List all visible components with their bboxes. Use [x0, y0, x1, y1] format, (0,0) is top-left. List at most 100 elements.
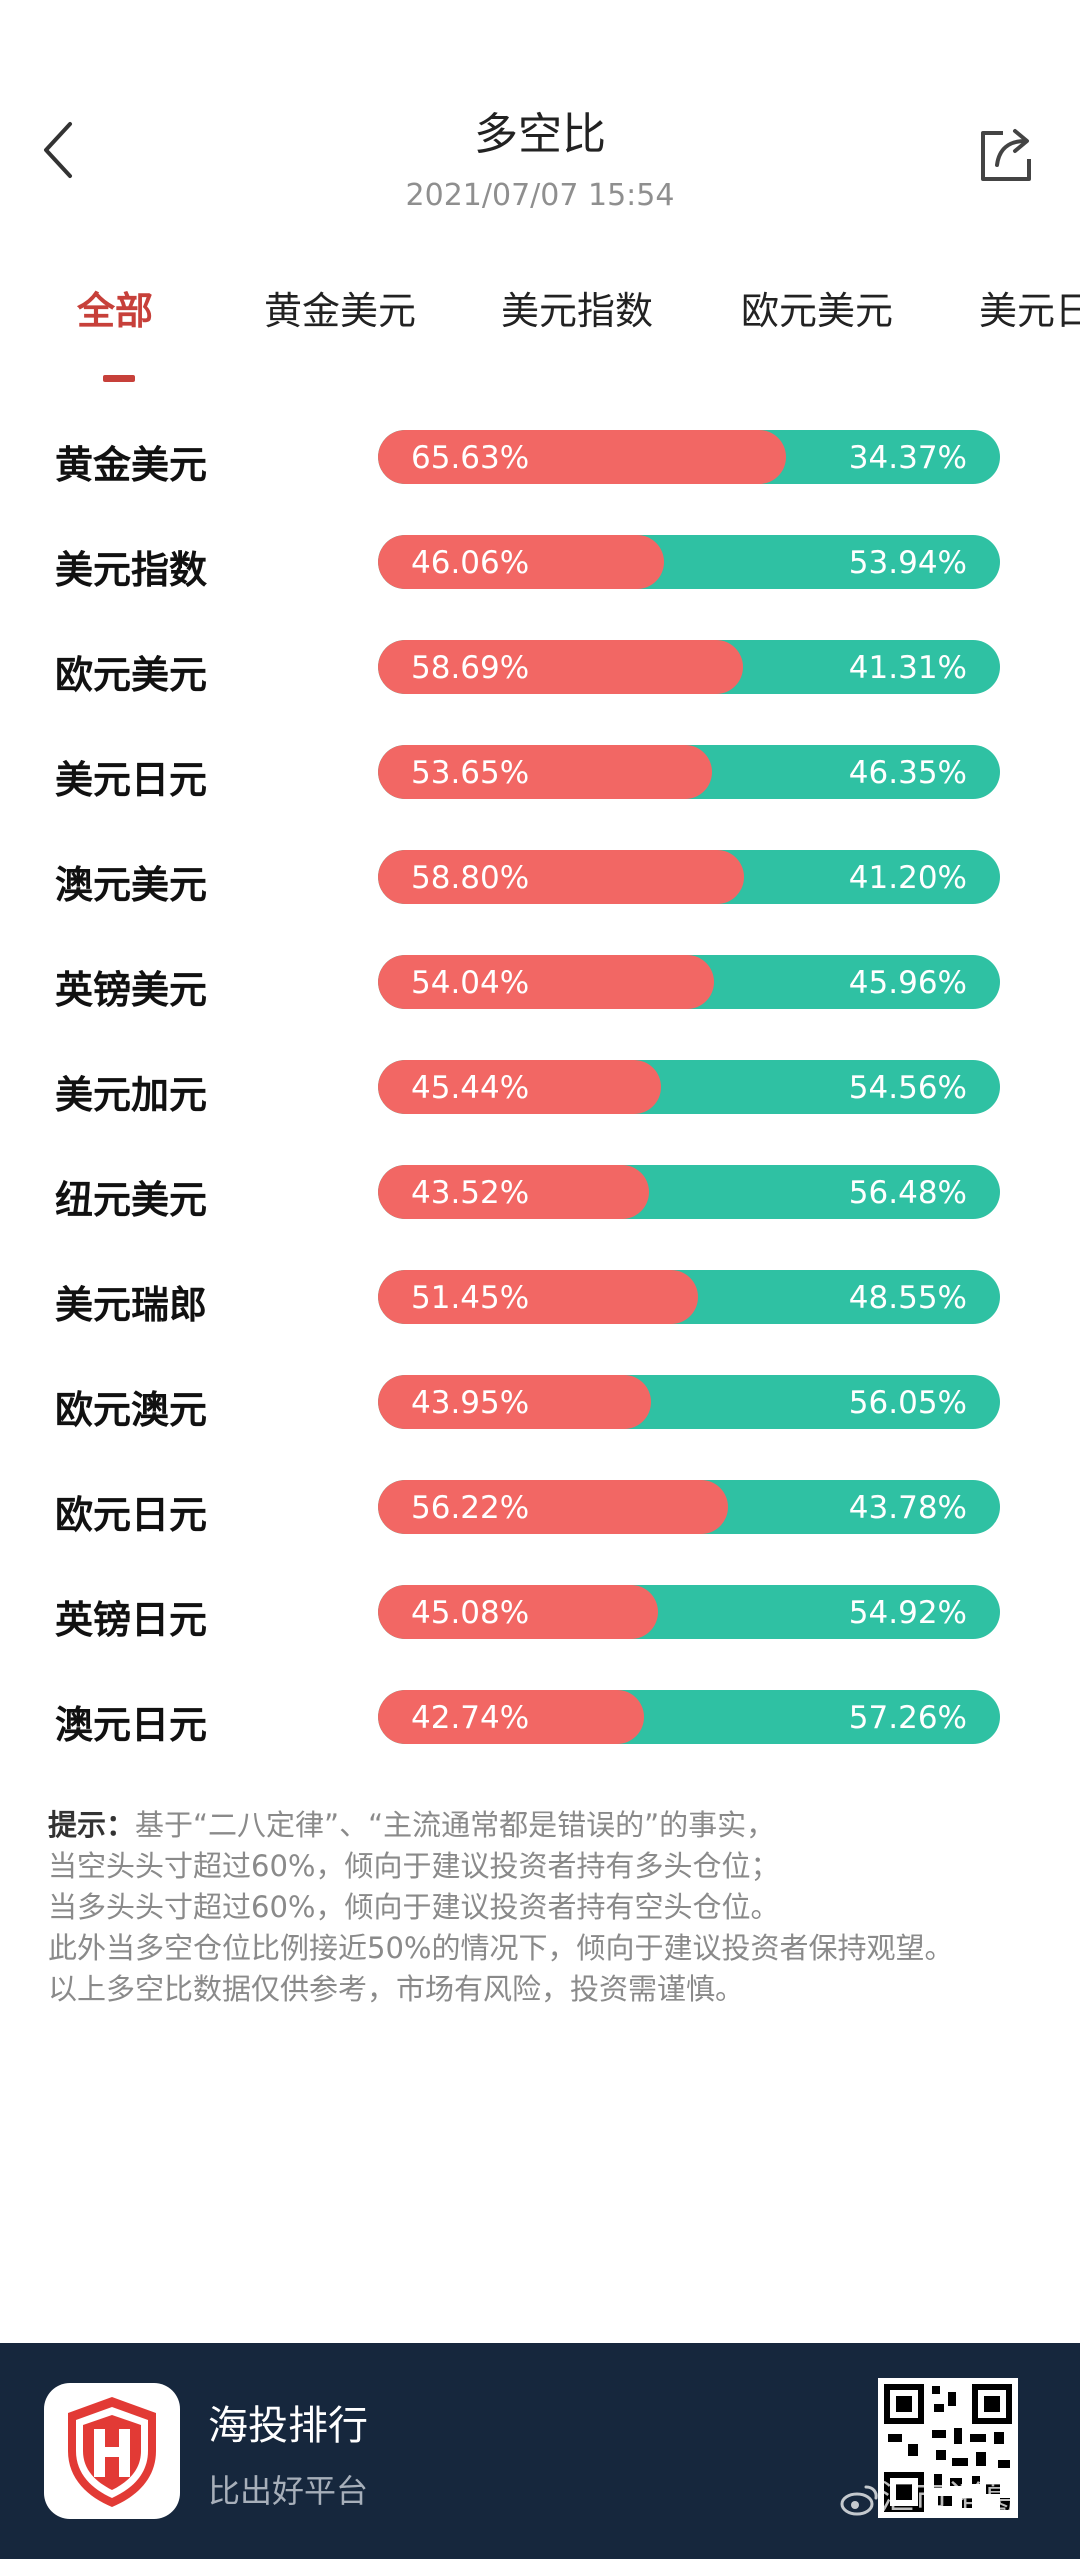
tips-line: 当空头头寸超过60%，倾向于建议投资者持有多头仓位； — [48, 1849, 780, 1883]
long-percent: 53.65% — [411, 755, 530, 791]
long-percent: 58.69% — [411, 650, 530, 686]
pair-name: 美元指数 — [55, 548, 208, 592]
short-percent: 53.94% — [848, 545, 967, 581]
ratio-bar: 58.69% 41.31% — [378, 640, 1000, 694]
list-item[interactable]: 英镑美元 54.04% 45.96% — [0, 955, 1080, 1060]
long-bar — [378, 1375, 652, 1429]
tab-bar: 全部 黄金美元 美元指数 欧元美元 美元日 — [0, 280, 1080, 390]
list-item[interactable]: 欧元日元 56.22% 43.78% — [0, 1480, 1080, 1585]
watermark-text: 汇市诸葛 — [880, 2478, 1016, 2518]
pair-name: 澳元日元 — [55, 1703, 208, 1747]
pair-name: 澳元美元 — [55, 863, 208, 907]
ratio-bar: 42.74% 57.26% — [378, 1690, 1000, 1744]
long-short-list: 黄金美元 65.63% 34.37% 美元指数 46.06% 53.94% 欧元… — [0, 430, 1080, 1795]
page-datetime: 2021/07/07 15:54 — [405, 178, 675, 213]
list-item[interactable]: 美元日元 53.65% 46.35% — [0, 745, 1080, 850]
watermark: 汇市诸葛 — [840, 2470, 1016, 2519]
ratio-bar: 65.63% 34.37% — [378, 430, 1000, 484]
list-item[interactable]: 美元瑞郎 51.45% 48.55% — [0, 1270, 1080, 1375]
long-percent: 65.63% — [411, 440, 530, 476]
tips-line: 以上多空比数据仅供参考，市场有风险，投资需谨慎。 — [48, 1972, 745, 2006]
long-percent: 56.22% — [411, 1490, 530, 1526]
pair-name: 欧元美元 — [55, 653, 208, 697]
long-bar — [378, 430, 787, 484]
tab-active-indicator — [103, 375, 135, 382]
list-item[interactable]: 美元指数 46.06% 53.94% — [0, 535, 1080, 640]
list-item[interactable]: 美元加元 45.44% 54.56% — [0, 1060, 1080, 1165]
long-percent: 45.44% — [411, 1070, 530, 1106]
share-button[interactable] — [975, 125, 1037, 187]
long-percent: 54.04% — [411, 965, 530, 1001]
tab-gold-usd[interactable]: 黄金美元 — [264, 289, 417, 333]
tips-line: 基于“二八定律”、“主流通常都是错误的”的事实， — [135, 1808, 776, 1842]
short-percent: 54.92% — [848, 1595, 967, 1631]
long-bar — [378, 1585, 659, 1639]
long-percent: 42.74% — [411, 1700, 530, 1736]
app-logo — [44, 2383, 180, 2519]
ratio-bar: 53.65% 46.35% — [378, 745, 1000, 799]
ratio-bar: 46.06% 53.94% — [378, 535, 1000, 589]
long-percent: 46.06% — [411, 545, 530, 581]
short-percent: 34.37% — [848, 440, 967, 476]
long-percent: 43.95% — [411, 1385, 530, 1421]
list-item[interactable]: 欧元澳元 43.95% 56.05% — [0, 1375, 1080, 1480]
long-bar — [378, 745, 712, 799]
long-bar — [378, 850, 744, 904]
ratio-bar: 56.22% 43.78% — [378, 1480, 1000, 1534]
short-percent: 46.35% — [848, 755, 967, 791]
header: 多空比 2021/07/07 15:54 — [0, 0, 1080, 240]
list-item[interactable]: 黄金美元 65.63% 34.37% — [0, 430, 1080, 535]
ratio-bar: 45.44% 54.56% — [378, 1060, 1000, 1114]
tab-usd-index[interactable]: 美元指数 — [501, 289, 654, 333]
long-bar — [378, 640, 744, 694]
long-percent: 43.52% — [411, 1175, 530, 1211]
list-item[interactable]: 纽元美元 43.52% 56.48% — [0, 1165, 1080, 1270]
tips-lead: 提示： — [48, 1808, 136, 1842]
long-bar — [378, 1165, 649, 1219]
short-percent: 45.96% — [848, 965, 967, 1001]
long-percent: 51.45% — [411, 1280, 530, 1316]
ratio-bar: 51.45% 48.55% — [378, 1270, 1000, 1324]
long-percent: 45.08% — [411, 1595, 530, 1631]
pair-name: 纽元美元 — [55, 1178, 208, 1222]
ratio-bar: 45.08% 54.92% — [378, 1585, 1000, 1639]
short-percent: 41.20% — [848, 860, 967, 896]
weibo-icon — [840, 2485, 878, 2515]
short-percent: 41.31% — [848, 650, 967, 686]
ratio-bar: 58.80% 41.20% — [378, 850, 1000, 904]
list-item[interactable]: 澳元日元 42.74% 57.26% — [0, 1690, 1080, 1795]
pair-name: 黄金美元 — [55, 443, 208, 487]
list-item[interactable]: 欧元美元 58.69% 41.31% — [0, 640, 1080, 745]
short-percent: 56.05% — [848, 1385, 967, 1421]
long-bar — [378, 1690, 644, 1744]
pair-name: 英镑日元 — [55, 1598, 208, 1642]
pair-name: 美元加元 — [55, 1073, 208, 1117]
short-percent: 54.56% — [848, 1070, 967, 1106]
shield-h-logo-icon — [68, 2397, 156, 2507]
short-percent: 43.78% — [848, 1490, 967, 1526]
share-icon — [981, 129, 1031, 181]
tab-usd-jpy[interactable]: 美元日 — [979, 289, 1080, 333]
short-percent: 48.55% — [848, 1280, 967, 1316]
ratio-bar: 43.95% 56.05% — [378, 1375, 1000, 1429]
list-item[interactable]: 澳元美元 58.80% 41.20% — [0, 850, 1080, 955]
page-title: 多空比 — [474, 109, 606, 160]
chevron-left-icon — [44, 122, 72, 178]
list-item[interactable]: 英镑日元 45.08% 54.92% — [0, 1585, 1080, 1690]
long-bar — [378, 1270, 699, 1324]
pair-name: 美元瑞郎 — [55, 1283, 208, 1327]
back-button[interactable] — [40, 120, 100, 200]
short-percent: 57.26% — [848, 1700, 967, 1736]
long-bar — [378, 535, 665, 589]
app-name: 海投排行 — [208, 2403, 368, 2449]
pair-name: 美元日元 — [55, 758, 208, 802]
long-bar — [378, 1060, 661, 1114]
tab-all[interactable]: 全部 — [77, 289, 154, 333]
tab-eur-usd[interactable]: 欧元美元 — [741, 289, 894, 333]
short-percent: 56.48% — [848, 1175, 967, 1211]
pair-name: 欧元澳元 — [55, 1388, 208, 1432]
tips-section: 提示：基于“二八定律”、“主流通常都是错误的”的事实， 当空头头寸超过60%，倾… — [48, 1805, 1028, 2010]
ratio-bar: 43.52% 56.48% — [378, 1165, 1000, 1219]
qr-code-icon — [878, 2378, 1018, 2518]
app-promo-banner[interactable]: 海投排行 比出好平台 — [0, 2343, 1080, 2559]
